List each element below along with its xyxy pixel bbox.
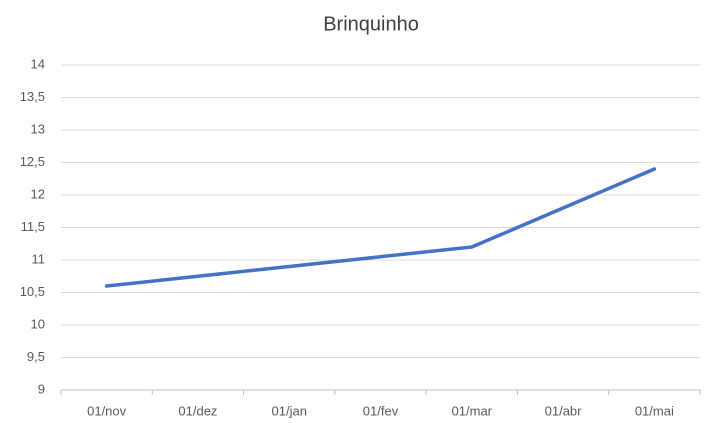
x-tick-label: 01/fev — [363, 403, 399, 418]
x-tick-label: 01/mai — [635, 403, 674, 418]
y-tick-label: 11,5 — [21, 219, 45, 234]
y-tick-label: 13 — [31, 121, 45, 136]
y-tick-label: 13,5 — [20, 89, 45, 104]
x-tick-label: 01/dez — [178, 403, 217, 418]
x-tick-label: 01/jan — [272, 403, 307, 418]
y-tick-label: 10 — [31, 316, 45, 331]
x-tick-label: 01/mar — [452, 403, 493, 418]
data-line — [104, 167, 657, 288]
x-tick-label: 01/nov — [87, 403, 127, 418]
y-tick-label: 12,5 — [20, 154, 45, 169]
y-tick-label: 10,5 — [20, 284, 45, 299]
y-tick-label: 9 — [38, 381, 45, 396]
x-tick-label: 01/abr — [545, 403, 583, 418]
y-tick-label: 9,5 — [27, 349, 45, 364]
chart-title: Brinquinho — [323, 13, 419, 35]
y-tick-label: 12 — [31, 186, 45, 201]
y-tick-label: 11 — [32, 251, 46, 266]
y-tick-label: 14 — [31, 56, 45, 71]
